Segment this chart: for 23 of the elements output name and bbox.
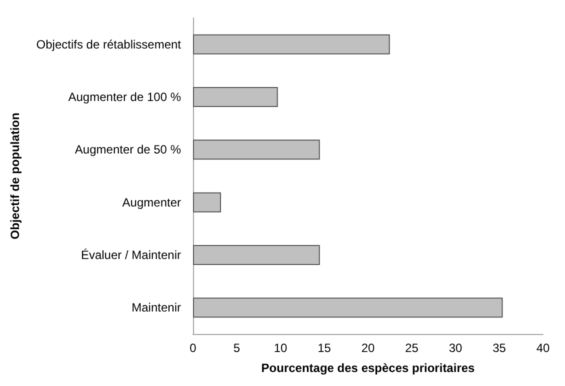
- y-tick-label: Augmenter: [122, 195, 181, 210]
- y-tick-label: Évaluer / Maintenir: [80, 248, 181, 262]
- bar: [193, 86, 278, 108]
- x-axis-title: Pourcentage des espèces prioritaires: [261, 361, 476, 375]
- x-tick-label: 35: [492, 341, 506, 355]
- y-tick-label: Augmenter de 100 %: [68, 90, 182, 104]
- x-tick-label: 25: [405, 341, 419, 355]
- y-axis-title: Objectif de population: [8, 112, 22, 240]
- x-tick-label: 30: [448, 341, 462, 355]
- x-tick-label: 15: [318, 341, 332, 355]
- bar: [193, 140, 320, 160]
- x-tick-label: 5: [233, 341, 240, 355]
- x-tick-label: 40: [536, 341, 550, 355]
- y-tick-label: Maintenir: [132, 300, 181, 315]
- bar: [193, 298, 503, 318]
- y-tick-label: Augmenter de 50 %: [74, 142, 182, 157]
- bar: [193, 192, 221, 212]
- bar: [193, 244, 320, 266]
- y-tick-label: Objectifs de rétablissement: [36, 37, 182, 52]
- x-tick-label: 10: [274, 341, 288, 355]
- x-tick-label: 20: [361, 341, 375, 355]
- bar: [193, 34, 390, 54]
- x-tick-label: 0: [190, 341, 197, 355]
